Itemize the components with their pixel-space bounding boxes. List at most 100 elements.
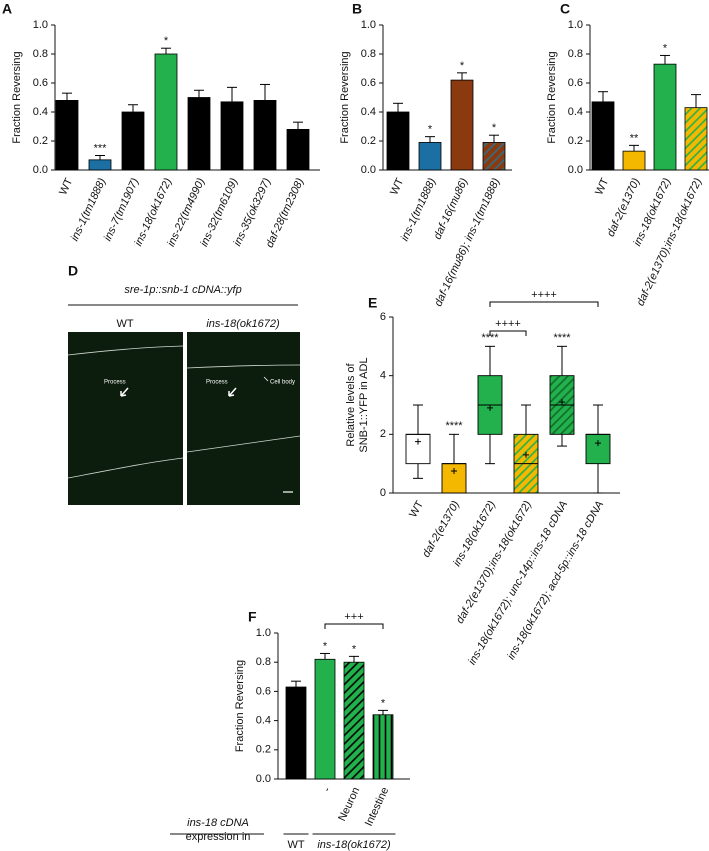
panel-label: C [560, 1, 570, 17]
panel-label: E [368, 295, 377, 311]
y-axis-label: SNB-1::YFP in ADL [358, 357, 370, 452]
comparison-label: +++ [344, 611, 363, 623]
significance-label: * [428, 124, 433, 136]
y-tick-label: 0.8 [568, 48, 583, 60]
x-tick-label: ins-1(tm1888) [69, 176, 109, 243]
significance-label: * [663, 42, 668, 54]
bar [372, 714, 394, 780]
significance-label: **** [553, 332, 571, 344]
bar [386, 111, 410, 171]
image-annotation: Process [206, 380, 228, 386]
y-tick-label: 0.4 [256, 715, 271, 727]
y-tick-label: 0.4 [568, 106, 583, 118]
y-tick-label: 1.0 [361, 19, 376, 31]
x-tick-label: daf-16(mu86) [432, 176, 471, 241]
y-tick-label: 0.0 [33, 164, 48, 176]
bar [653, 63, 677, 171]
y-tick-label: 0.6 [256, 685, 271, 697]
bar [285, 686, 307, 780]
bar [482, 142, 506, 171]
bar [286, 128, 310, 171]
micrograph [68, 332, 183, 505]
group-label: WT [287, 839, 304, 851]
significance-label: * [460, 60, 465, 72]
x-tick-label: WT [407, 499, 426, 520]
y-tick-label: 2 [380, 428, 386, 440]
x-tick-label: daf-2(e1370) [420, 499, 462, 560]
y-tick-label: 0.6 [568, 77, 583, 89]
y-tick-label: 0.2 [568, 135, 583, 147]
bar [220, 101, 244, 171]
comparison-label: ++++ [531, 289, 557, 301]
y-tick-label: 0.0 [256, 773, 271, 785]
x-tick-label: Neuron [336, 785, 362, 823]
mean-marker [595, 440, 601, 447]
y-tick-label: 0 [380, 487, 386, 499]
arrow [228, 387, 237, 397]
y-axis-label: Fraction Reversing [339, 51, 351, 143]
bar [418, 142, 442, 171]
significance-label: **** [481, 332, 499, 344]
bar [187, 97, 211, 171]
y-tick-label: 0.2 [256, 744, 271, 756]
bar [343, 661, 365, 780]
y-tick-label: 0.8 [256, 656, 271, 668]
micrograph [187, 332, 300, 505]
image-title: sre-1p::snb-1 cDNA::yfp [124, 284, 241, 296]
image-label: WT [116, 318, 133, 330]
y-tick-label: 0.2 [33, 135, 48, 147]
box [585, 433, 611, 465]
row-label: expression in [186, 831, 251, 843]
arrow [120, 387, 129, 397]
x-tick-label: ins-7(tm1907) [102, 176, 142, 243]
image-annotation: Process [104, 380, 126, 386]
y-tick-label: 0.0 [568, 164, 583, 176]
pointer [263, 376, 269, 382]
group-label: ins-18(ok1672) [317, 839, 391, 851]
worm-outline [186, 364, 301, 453]
y-tick-label: 0.4 [33, 106, 48, 118]
y-tick-label: 1.0 [568, 19, 583, 31]
image-label: ins-18(ok1672) [206, 318, 280, 330]
x-tick-label: WT [57, 176, 75, 197]
bar [121, 111, 145, 171]
mean-marker [487, 404, 493, 411]
mean-marker [415, 438, 421, 445]
x-tick-label: Intestine [363, 785, 391, 828]
worm-outline [67, 345, 184, 479]
comparison-label: ++++ [495, 318, 521, 330]
significance-label: **** [445, 420, 463, 432]
bar [591, 101, 615, 171]
panel-label: F [248, 609, 257, 625]
significance-label: * [492, 122, 497, 134]
y-tick-label: 1.0 [256, 627, 271, 639]
significance-label: * [164, 35, 169, 47]
significance-label: *** [94, 142, 108, 154]
significance-label: ** [630, 132, 639, 144]
comparison-bracket [489, 301, 599, 307]
x-tick-label: - [321, 785, 334, 794]
x-tick-label: daf-16(mu86); ins-1(tm1888) [432, 176, 502, 308]
y-tick-label: 6 [380, 311, 386, 323]
y-tick-label: 0.8 [361, 48, 376, 60]
x-tick-label: WT [388, 176, 406, 197]
y-axis-label: Fraction Reversing [234, 660, 246, 752]
mean-marker [523, 451, 529, 458]
y-tick-label: 1.0 [33, 19, 48, 31]
y-tick-label: 4 [380, 370, 386, 382]
panel-label: A [2, 1, 12, 17]
bar [55, 100, 79, 171]
image-annotation: Cell body [270, 380, 295, 386]
mean-marker [451, 468, 457, 474]
mean-marker [559, 399, 565, 406]
y-tick-label: 0.4 [361, 106, 376, 118]
bar [154, 53, 178, 171]
comparison-bracket [324, 623, 384, 629]
bar [88, 159, 112, 171]
panel-label: D [68, 263, 78, 279]
panel-d: D sre-1p::snb-1 cDNA::yfp WT ins-18(ok16… [67, 263, 301, 505]
bar [684, 107, 708, 171]
bar [450, 79, 474, 171]
bar [622, 150, 646, 171]
